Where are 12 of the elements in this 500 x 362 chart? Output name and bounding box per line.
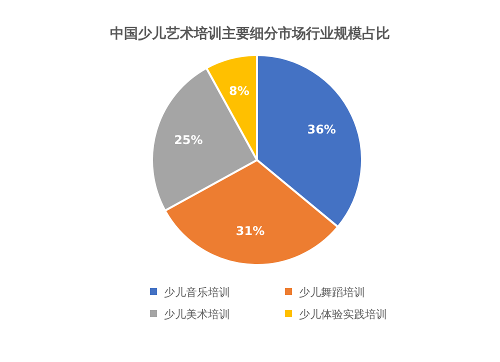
data-label: 36% bbox=[307, 122, 336, 137]
legend-item: 少儿音乐培训 bbox=[150, 286, 230, 299]
data-label: 8% bbox=[229, 84, 250, 98]
legend-label: 少儿舞蹈培训 bbox=[299, 286, 365, 299]
legend-item: 少儿体验实践培训 bbox=[285, 308, 387, 321]
legend-label: 少儿音乐培训 bbox=[164, 286, 230, 299]
data-label: 31% bbox=[236, 224, 265, 238]
data-label: 25% bbox=[174, 133, 203, 148]
chart-title: 中国少儿艺术培训主要细分市场行业规模占比 bbox=[110, 25, 390, 42]
legend-item: 少儿美术培训 bbox=[150, 308, 230, 321]
legend-label: 少儿美术培训 bbox=[164, 308, 230, 321]
legend-item: 少儿舞蹈培训 bbox=[285, 286, 365, 299]
